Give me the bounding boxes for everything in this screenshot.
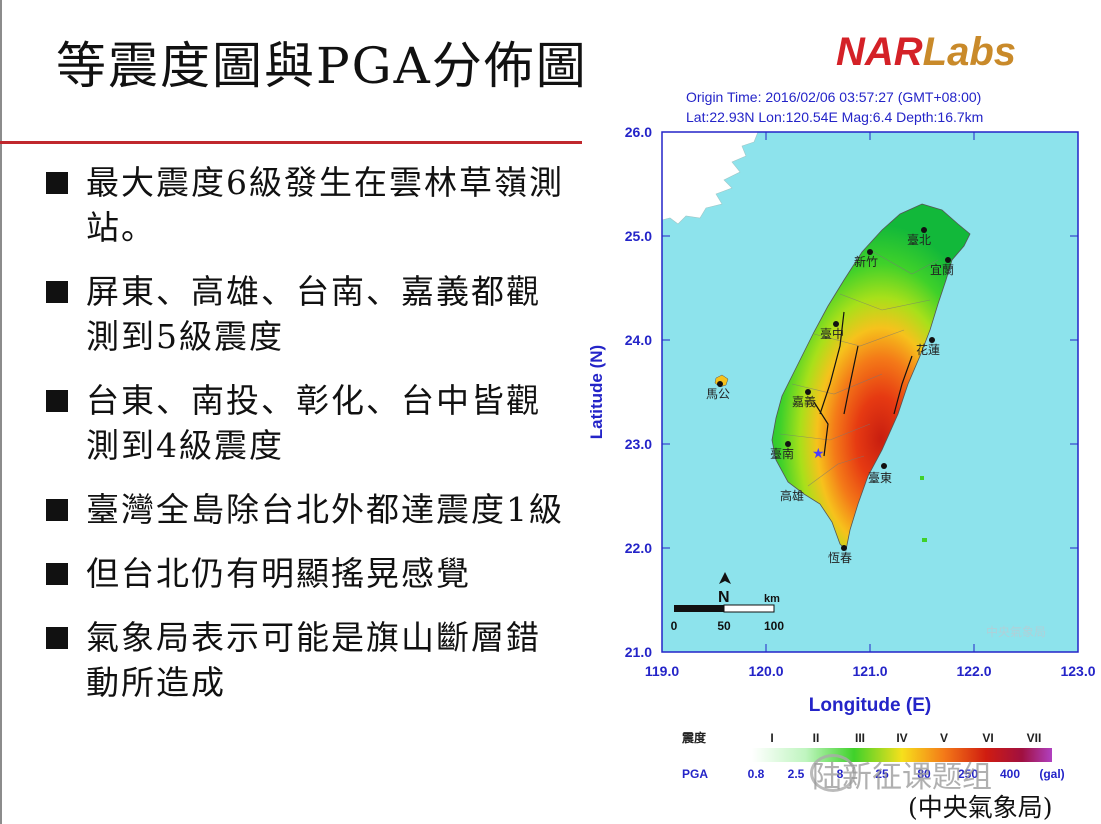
- north-label: N: [718, 589, 730, 606]
- x-tick-label: 122.0: [956, 663, 991, 679]
- city-taitung: 臺東: [868, 470, 892, 485]
- title-underline: [0, 141, 582, 144]
- logo-part-labs: Labs: [922, 30, 1017, 74]
- north-arrow: N: [718, 572, 731, 606]
- x-tick-labels: 119.0 120.0 121.0 122.0 123.0: [645, 663, 1096, 679]
- square-bullet-icon: [46, 563, 68, 585]
- y-tick-label: 23.0: [625, 436, 652, 452]
- x-axis-label: Longitude (E): [809, 695, 931, 716]
- y-tick-labels: 26.0 25.0 24.0 23.0 22.0 21.0: [625, 124, 652, 660]
- intensity-map-figure: Origin Time: 2016/02/06 03:57:27 (GMT+08…: [582, 84, 1101, 784]
- intensity-level: I: [770, 731, 773, 745]
- epicenter-star-icon: ★: [812, 446, 825, 462]
- intensity-level: VI: [982, 731, 993, 745]
- wechat-logo-icon: [810, 754, 856, 792]
- scale-tick: 50: [717, 619, 731, 633]
- y-tick-label: 25.0: [625, 228, 652, 244]
- pga-value: 400: [1000, 767, 1020, 781]
- origin-time-text: Origin Time: 2016/02/06 03:57:27 (GMT+08…: [686, 89, 981, 105]
- source-credit: (中央氣象局): [908, 793, 1053, 822]
- x-tick-label: 120.0: [748, 663, 783, 679]
- mainland-coast: [661, 131, 759, 225]
- scale-tick: 0: [671, 619, 678, 633]
- epicenter-info-text: Lat:22.93N Lon:120.54E Mag:6.4 Depth:16.…: [686, 109, 983, 125]
- x-tick-label: 123.0: [1060, 663, 1095, 679]
- square-bullet-icon: [46, 390, 68, 412]
- intensity-level: II: [813, 731, 820, 745]
- intensity-label: 震度: [682, 730, 707, 745]
- scale-tick: 100: [764, 619, 784, 633]
- square-bullet-icon: [46, 281, 68, 303]
- city-taichung: 臺中: [820, 326, 844, 341]
- x-tick-label: 121.0: [852, 663, 887, 679]
- square-bullet-icon: [46, 499, 68, 521]
- bullet-item: 最大震度6級發生在雲林草嶺測站。: [46, 160, 566, 250]
- narlabs-logo: NARLabs: [836, 30, 1016, 75]
- bullet-item: 台東、南投、彰化、台中皆觀測到4級震度: [46, 378, 566, 468]
- intensity-level: III: [855, 731, 865, 745]
- pga-unit: (gal): [1039, 767, 1064, 781]
- green-island: [922, 538, 927, 542]
- county-boundaries: [779, 249, 939, 487]
- y-tick-label: 21.0: [625, 644, 652, 660]
- bullet-item: 氣象局表示可能是旗山斷層錯動所造成: [46, 615, 566, 705]
- pga-value: 250: [958, 767, 978, 781]
- agency-watermark: 中央氣象局: [986, 624, 1046, 639]
- y-ticks: [662, 131, 1078, 653]
- city-yilan: 宜蘭: [930, 262, 954, 277]
- pga-value: 25: [875, 767, 889, 781]
- city-chiayi: 嘉義: [792, 394, 816, 409]
- y-tick-label: 26.0: [625, 124, 652, 140]
- city-hengchun: 恆春: [828, 551, 852, 565]
- city-labels: 臺北 新竹 宜蘭 臺中 花蓮 馬公 嘉義 臺南 高雄 臺東 恆春: [706, 227, 954, 565]
- city-hualien: 花蓮: [916, 342, 940, 357]
- square-bullet-icon: [46, 172, 68, 194]
- city-kaohsiung: 高雄: [780, 488, 804, 503]
- orchid-island: [920, 476, 924, 480]
- bullet-item: 臺灣全島除台北外都達震度1級: [46, 487, 566, 532]
- scale-bar: km 0 50 100: [671, 593, 785, 633]
- y-tick-label: 22.0: [625, 540, 652, 556]
- y-tick-label: 24.0: [625, 332, 652, 348]
- watermark-text: 陆新征课题组: [812, 760, 992, 795]
- pga-label: PGA: [682, 767, 708, 781]
- y-axis-label: Latitude (N): [587, 345, 606, 439]
- taiwan-island: [771, 203, 971, 551]
- scale-unit: km: [764, 593, 780, 605]
- city-taipei: 臺北: [907, 232, 931, 247]
- coast-islands: [668, 184, 701, 211]
- city-hsinchu: 新竹: [854, 254, 878, 269]
- intensity-level: V: [940, 731, 948, 745]
- bullet-item: 但台北仍有明顯搖晃感覺: [46, 551, 566, 596]
- bullet-list: 最大震度6級發生在雲林草嶺測站。 屏東、高雄、台南、嘉義都觀測到5級震度 台東、…: [46, 160, 566, 724]
- bullet-item: 屏東、高雄、台南、嘉義都觀測到5級震度: [46, 269, 566, 359]
- city-tainan: 臺南: [770, 446, 794, 461]
- intensity-level: IV: [896, 731, 907, 745]
- left-border: [0, 0, 2, 824]
- square-bullet-icon: [46, 627, 68, 649]
- intensity-map-svg: Origin Time: 2016/02/06 03:57:27 (GMT+08…: [587, 89, 1096, 781]
- pga-value: 80: [917, 767, 931, 781]
- pga-value: 2.5: [788, 767, 805, 781]
- x-ticks: [765, 132, 975, 652]
- logo-part-nar: NAR: [836, 30, 923, 74]
- slide-title: 等震度圖與PGA分佈圖: [56, 37, 588, 95]
- intensity-level: VII: [1027, 731, 1042, 745]
- fault-lines: [813, 311, 913, 457]
- city-magong: 馬公: [706, 387, 730, 401]
- pga-value: 0.8: [748, 767, 765, 781]
- x-tick-label: 119.0: [645, 663, 679, 679]
